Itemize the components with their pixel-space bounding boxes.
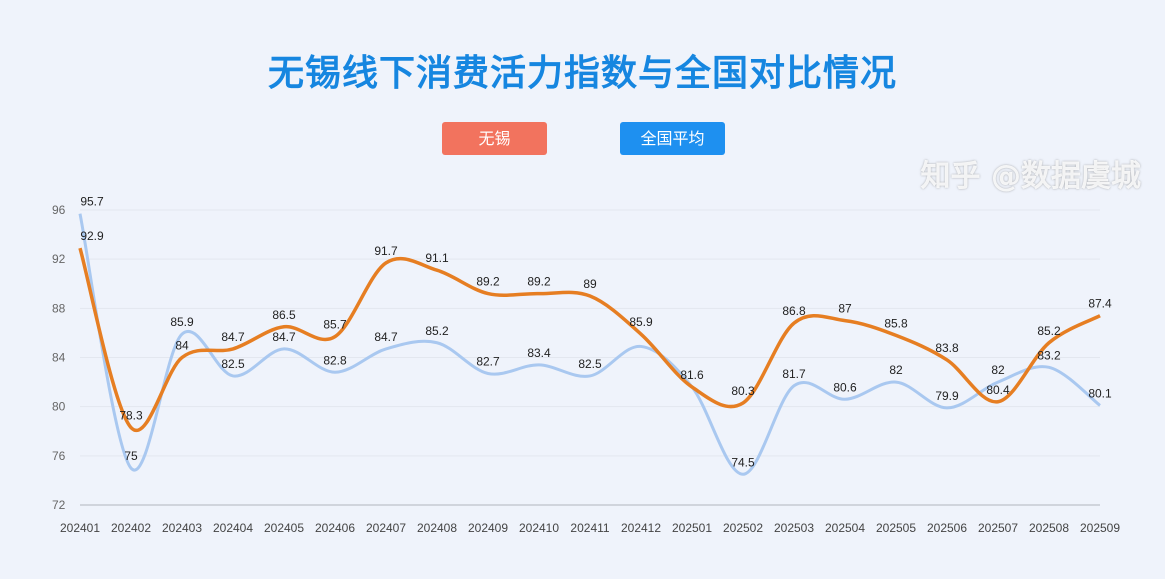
data-label: 91.7 xyxy=(374,244,398,258)
data-label: 82.5 xyxy=(578,357,602,371)
data-label: 82 xyxy=(991,363,1005,377)
x-tick-label: 202411 xyxy=(570,521,609,535)
data-label: 80.4 xyxy=(986,383,1010,397)
data-label: 80.3 xyxy=(731,384,755,398)
data-label: 85.9 xyxy=(170,315,194,329)
x-tick-label: 202408 xyxy=(417,521,457,535)
data-label: 87 xyxy=(838,302,852,316)
data-label: 80.1 xyxy=(1088,386,1112,400)
x-tick-label: 202509 xyxy=(1080,521,1120,535)
data-label: 79.9 xyxy=(935,389,959,403)
y-tick-label: 76 xyxy=(52,449,66,463)
y-tick-label: 80 xyxy=(52,400,66,414)
data-label: 75 xyxy=(124,449,138,463)
data-label: 92.9 xyxy=(80,229,104,243)
data-label: 83.8 xyxy=(935,341,959,355)
x-tick-label: 202508 xyxy=(1029,521,1069,535)
data-label: 85.9 xyxy=(629,315,653,329)
series-line-wuxi xyxy=(78,247,1101,433)
x-tick-label: 202401 xyxy=(60,521,100,535)
data-label: 89 xyxy=(583,277,597,291)
data-label: 80.6 xyxy=(833,380,857,394)
x-tick-label: 202501 xyxy=(672,521,712,535)
data-label: 81.6 xyxy=(680,368,704,382)
x-tick-label: 202506 xyxy=(927,521,967,535)
data-label: 86.5 xyxy=(272,308,296,322)
x-tick-label: 202410 xyxy=(519,521,559,535)
x-tick-label: 202504 xyxy=(825,521,865,535)
x-tick-label: 202502 xyxy=(723,521,763,535)
data-label: 82 xyxy=(889,363,903,377)
x-tick-label: 202403 xyxy=(162,521,202,535)
data-label: 83.2 xyxy=(1037,348,1061,362)
data-label: 89.2 xyxy=(476,275,500,289)
series-line-national-average xyxy=(78,213,1101,476)
data-label: 85.2 xyxy=(1037,324,1061,338)
data-label: 87.4 xyxy=(1088,297,1112,311)
data-label: 82.8 xyxy=(323,353,347,367)
data-label: 91.1 xyxy=(425,251,449,265)
data-label: 85.7 xyxy=(323,318,347,332)
data-label: 85.2 xyxy=(425,324,449,338)
legend-item-wuxi[interactable]: 无锡 xyxy=(442,122,547,155)
x-tick-label: 202404 xyxy=(213,521,253,535)
data-label: 89.2 xyxy=(527,275,551,289)
legend-item-national-average[interactable]: 全国平均 xyxy=(620,122,725,155)
data-label: 78.3 xyxy=(119,409,143,423)
x-tick-label: 202409 xyxy=(468,521,508,535)
data-label: 95.7 xyxy=(80,195,104,209)
data-label: 81.7 xyxy=(782,367,806,381)
data-label: 83.4 xyxy=(527,346,551,360)
y-tick-label: 96 xyxy=(52,203,66,217)
y-tick-label: 92 xyxy=(52,252,66,266)
y-tick-label: 84 xyxy=(52,351,66,365)
data-label: 85.8 xyxy=(884,316,908,330)
x-tick-label: 202412 xyxy=(621,521,661,535)
y-tick-label: 72 xyxy=(52,498,66,512)
x-tick-label: 202406 xyxy=(315,521,355,535)
data-label: 74.5 xyxy=(731,455,755,469)
x-tick-label: 202507 xyxy=(978,521,1018,535)
data-label: 82.7 xyxy=(476,354,500,368)
y-tick-label: 88 xyxy=(52,301,66,315)
chart-title: 无锡线下消费活力指数与全国对比情况 xyxy=(267,53,897,94)
x-tick-label: 202503 xyxy=(774,521,814,535)
data-label: 84 xyxy=(175,339,189,353)
x-tick-label: 202407 xyxy=(366,521,406,535)
x-tick-label: 202405 xyxy=(264,521,304,535)
watermark: 知乎 @数据虞城 xyxy=(920,159,1141,194)
data-label: 84.7 xyxy=(272,330,296,344)
data-label: 86.8 xyxy=(782,304,806,318)
data-label: 84.7 xyxy=(374,330,398,344)
x-tick-label: 202505 xyxy=(876,521,916,535)
data-label: 84.7 xyxy=(221,330,245,344)
data-label: 82.5 xyxy=(221,357,245,371)
x-tick-label: 202402 xyxy=(111,521,151,535)
